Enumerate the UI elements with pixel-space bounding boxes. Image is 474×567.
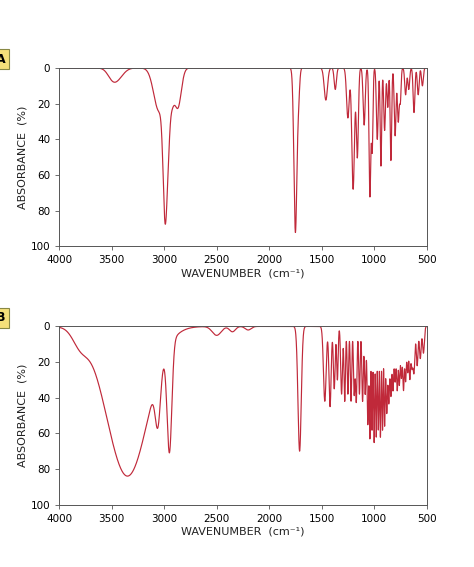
Y-axis label: ABSORBANCE  (%): ABSORBANCE (%) xyxy=(18,105,28,209)
Text: B: B xyxy=(0,311,5,324)
X-axis label: WAVENUMBER  (cm⁻¹): WAVENUMBER (cm⁻¹) xyxy=(181,268,305,278)
Text: A: A xyxy=(0,53,5,66)
X-axis label: WAVENUMBER  (cm⁻¹): WAVENUMBER (cm⁻¹) xyxy=(181,526,305,536)
Y-axis label: ABSORBANCE  (%): ABSORBANCE (%) xyxy=(18,364,28,467)
